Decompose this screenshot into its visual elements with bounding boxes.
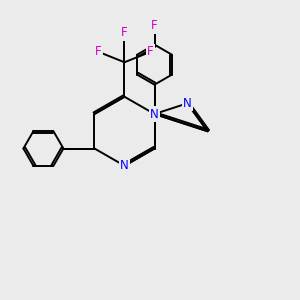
Text: N: N	[120, 159, 129, 172]
Text: F: F	[121, 26, 128, 39]
Text: F: F	[147, 45, 154, 58]
Text: F: F	[95, 45, 102, 58]
Text: F: F	[151, 19, 158, 32]
Text: N: N	[183, 97, 192, 110]
Text: N: N	[150, 107, 159, 121]
